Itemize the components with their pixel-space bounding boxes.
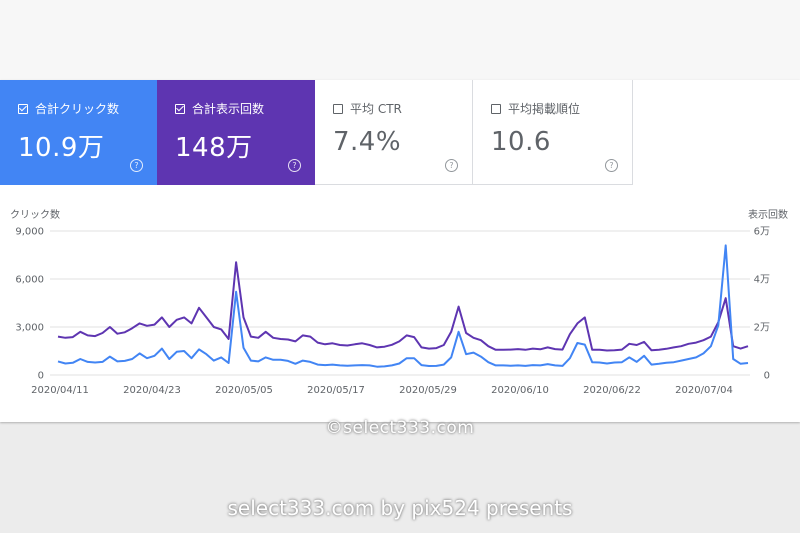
card-value: 7.4% [333,127,402,157]
right-axis-title: 表示回数 [748,208,788,221]
x-tick-label: 2020/05/17 [307,385,365,395]
card-label: 平均 CTR [350,102,402,116]
card-value: 10.6 [491,127,551,157]
chart-gridlines [50,230,750,376]
performance-line-chart: クリック数 表示回数 9,000 6万 6,000 4万 3,000 2万 0 0 2020/… [10,208,788,395]
card-label: 平均掲載順位 [508,102,581,116]
y-axis-ticks: 9,000 6万 6,000 4万 3,000 2万 0 0 [15,227,770,382]
card-value: 10.9万 [18,133,105,163]
left-axis-title: クリック数 [10,208,60,221]
copyright-watermark: ©select333.com [325,418,475,438]
clicks-series-line [57,244,749,368]
x-tick-label: 2020/07/04 [675,385,733,395]
right-tick-label: 2万 [754,323,770,334]
checkbox-unchecked-icon[interactable] [491,103,501,114]
impressions-series-line [57,261,749,352]
x-tick-label: 2020/04/23 [123,385,181,395]
performance-panel: 合計クリック数 10.9万 ? 合計表示回数 148万 ? 平均 CTR 7.4… [0,80,800,422]
checkbox-unchecked-icon[interactable] [333,103,343,114]
right-tick-label: 6万 [754,227,770,238]
help-icon[interactable]: ? [605,159,618,172]
right-tick-label: 4万 [754,275,770,286]
card-value: 148万 [175,133,253,163]
x-tick-label: 2020/06/10 [491,385,549,395]
left-tick-label: 9,000 [15,227,44,238]
help-icon[interactable]: ? [445,159,458,172]
checkbox-checked-icon[interactable] [175,103,185,114]
x-tick-label: 2020/05/29 [399,385,457,395]
card-header: 平均掲載順位 [491,100,580,117]
help-icon[interactable]: ? [130,159,143,172]
chart-series [57,244,749,368]
left-tick-label: 3,000 [15,323,44,334]
right-tick-label: 0 [764,371,770,382]
card-header: 平均 CTR [333,100,402,117]
card-total-clicks[interactable]: 合計クリック数 10.9万 ? [0,80,157,185]
credit-watermark: select333.com by pix524 presents [227,496,573,520]
left-tick-label: 6,000 [15,275,44,286]
x-tick-label: 2020/04/11 [31,385,89,395]
x-axis-ticks: 2020/04/11 2020/04/23 2020/05/05 2020/05/17… [31,385,733,395]
x-tick-label: 2020/06/22 [583,385,641,395]
card-average-ctr[interactable]: 平均 CTR 7.4% ? [315,80,473,185]
metric-cards: 合計クリック数 10.9万 ? 合計表示回数 148万 ? 平均 CTR 7.4… [0,80,800,185]
card-label: 合計表示回数 [192,102,265,116]
top-band [0,0,800,80]
help-icon[interactable]: ? [288,159,301,172]
checkbox-checked-icon[interactable] [18,103,28,114]
card-average-position[interactable]: 平均掲載順位 10.6 ? [473,80,633,185]
card-label: 合計クリック数 [35,102,120,116]
x-tick-label: 2020/05/05 [215,385,273,395]
card-header: 合計クリック数 [18,100,119,117]
left-tick-label: 0 [38,371,44,382]
card-header: 合計表示回数 [175,100,264,117]
card-total-impressions[interactable]: 合計表示回数 148万 ? [157,80,315,185]
